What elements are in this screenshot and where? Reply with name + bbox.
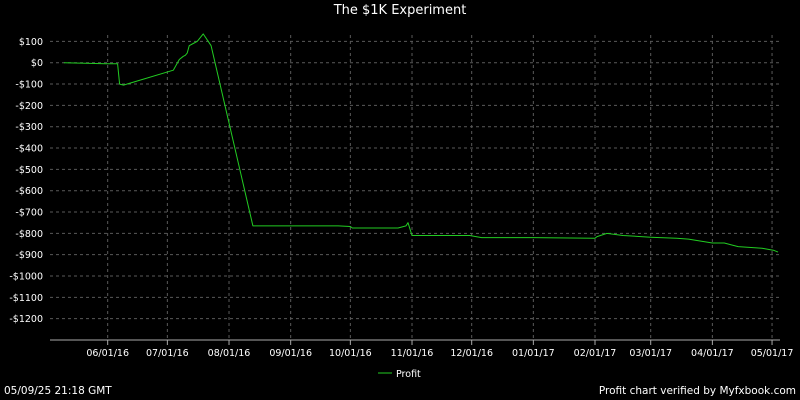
x-tick-label: 03/01/17 [629,348,672,359]
y-tick-label: -$800 [15,229,43,240]
x-tick-label: 07/01/16 [146,348,189,359]
y-tick-label: -$500 [15,165,43,176]
x-tick-label: 09/01/16 [269,348,312,359]
y-tick-label: -$100 [15,80,43,91]
x-tick-label: 11/01/16 [391,348,434,359]
x-axis-ticks: 06/01/16 07/01/16 08/01/16 09/01/16 10/01/16… [86,340,793,359]
chart-title: The $1K Experiment [333,3,467,18]
y-tick-label: $100 [19,37,43,48]
x-tick-label: 12/01/16 [450,348,493,359]
legend: Profit [378,369,421,380]
y-tick-label: -$1000 [9,272,43,283]
x-tick-label: 04/01/17 [691,348,734,359]
series-group [63,33,779,253]
y-tick-label: -$900 [15,250,43,261]
x-tick-label: 06/01/16 [86,348,129,359]
x-tick-label: 02/01/17 [574,348,617,359]
footer-verified-link[interactable]: Profit chart verified by Myfxbook.com [599,385,796,397]
y-tick-label: -$700 [15,208,43,219]
legend-label-profit: Profit [396,369,421,380]
x-tick-label: 05/01/17 [751,348,794,359]
y-tick-label: -$1100 [9,293,43,304]
x-tick-label: 08/01/16 [208,348,251,359]
y-tick-label: -$200 [15,101,43,112]
x-tick-label: 10/01/16 [329,348,372,359]
footer-timestamp: 05/09/25 21:18 GMT [4,385,112,397]
y-tick-label: -$300 [15,122,43,133]
y-tick-label: -$600 [15,186,43,197]
y-tick-label: -$400 [15,144,43,155]
grid-lines [50,35,780,340]
x-tick-label: 01/01/17 [512,348,555,359]
y-tick-label: -$1200 [9,314,43,325]
y-tick-label: $0 [31,58,43,69]
series-line-profit [63,33,779,253]
y-axis-ticks: $100 $0 -$100 -$200 -$300 -$400 -$500 -$600 -$70… [9,37,43,325]
